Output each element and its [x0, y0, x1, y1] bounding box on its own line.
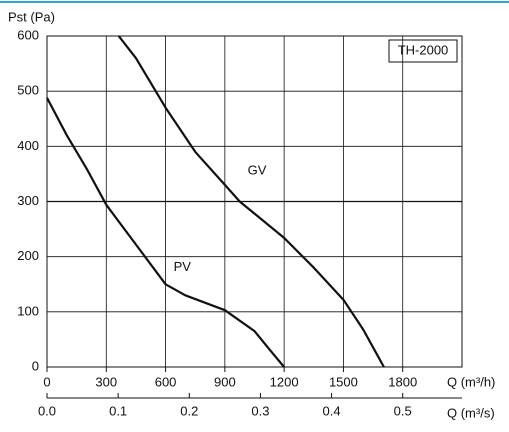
y-tick-label: 200: [17, 248, 39, 263]
x-tick-label: 0: [43, 374, 50, 389]
x-tick-label: 900: [214, 374, 236, 389]
x2-axis-title: Q (m³/s): [447, 405, 495, 420]
x-tick-label: 1500: [329, 374, 358, 389]
model-box: [388, 39, 458, 63]
x2-tick-label: 0.1: [109, 403, 127, 418]
y-tick-label: 300: [17, 193, 39, 208]
curve: [117, 35, 385, 368]
model-label: TH-2000: [398, 42, 449, 57]
x-tick-label: 600: [155, 374, 177, 389]
x2-tick-label: 0.2: [180, 403, 198, 418]
curve: [46, 97, 285, 368]
y-tick-label: 100: [17, 303, 39, 318]
series-label: GV: [248, 162, 267, 177]
x2-tick-label: 0.3: [251, 403, 269, 418]
y-tick-label: 500: [17, 83, 39, 98]
x2-tick-label: 0.5: [394, 403, 412, 418]
x-axis-title: Q (m³/h): [447, 374, 495, 389]
x-tick-label: 1200: [270, 374, 299, 389]
y-tick-label: 0: [32, 358, 39, 373]
y-tick-label: 600: [17, 27, 39, 42]
y-axis-title: Pst (Pa): [8, 9, 55, 24]
x-tick-label: 300: [95, 374, 117, 389]
y-tick-label: 400: [17, 138, 39, 153]
x2-tick-label: 0.0: [38, 403, 56, 418]
series-label: PV: [174, 259, 192, 274]
x2-tick-label: 0.4: [323, 403, 341, 418]
x-tick-label: 1800: [388, 374, 417, 389]
